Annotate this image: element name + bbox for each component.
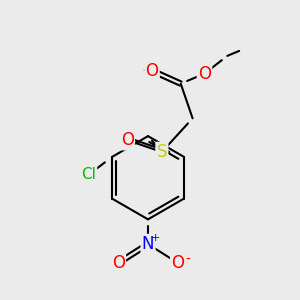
- Text: +: +: [151, 233, 160, 243]
- Text: N: N: [142, 235, 154, 253]
- Text: O: O: [112, 254, 125, 272]
- Text: S: S: [157, 143, 167, 161]
- Text: O: O: [146, 62, 158, 80]
- Text: O: O: [121, 131, 134, 149]
- Text: O: O: [198, 65, 211, 83]
- Text: Cl: Cl: [81, 167, 96, 182]
- Text: -: -: [185, 253, 190, 267]
- Text: O: O: [171, 254, 184, 272]
